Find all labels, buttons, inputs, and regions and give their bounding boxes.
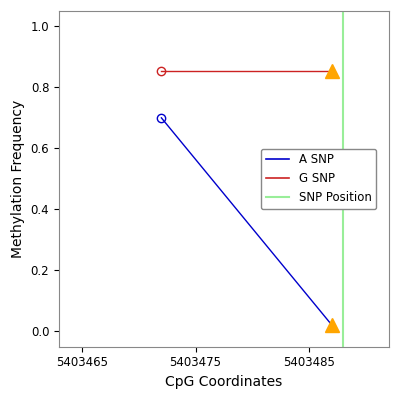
Y-axis label: Methylation Frequency: Methylation Frequency bbox=[11, 100, 25, 258]
Legend: A SNP, G SNP, SNP Position: A SNP, G SNP, SNP Position bbox=[261, 149, 376, 209]
X-axis label: CpG Coordinates: CpG Coordinates bbox=[165, 375, 282, 389]
